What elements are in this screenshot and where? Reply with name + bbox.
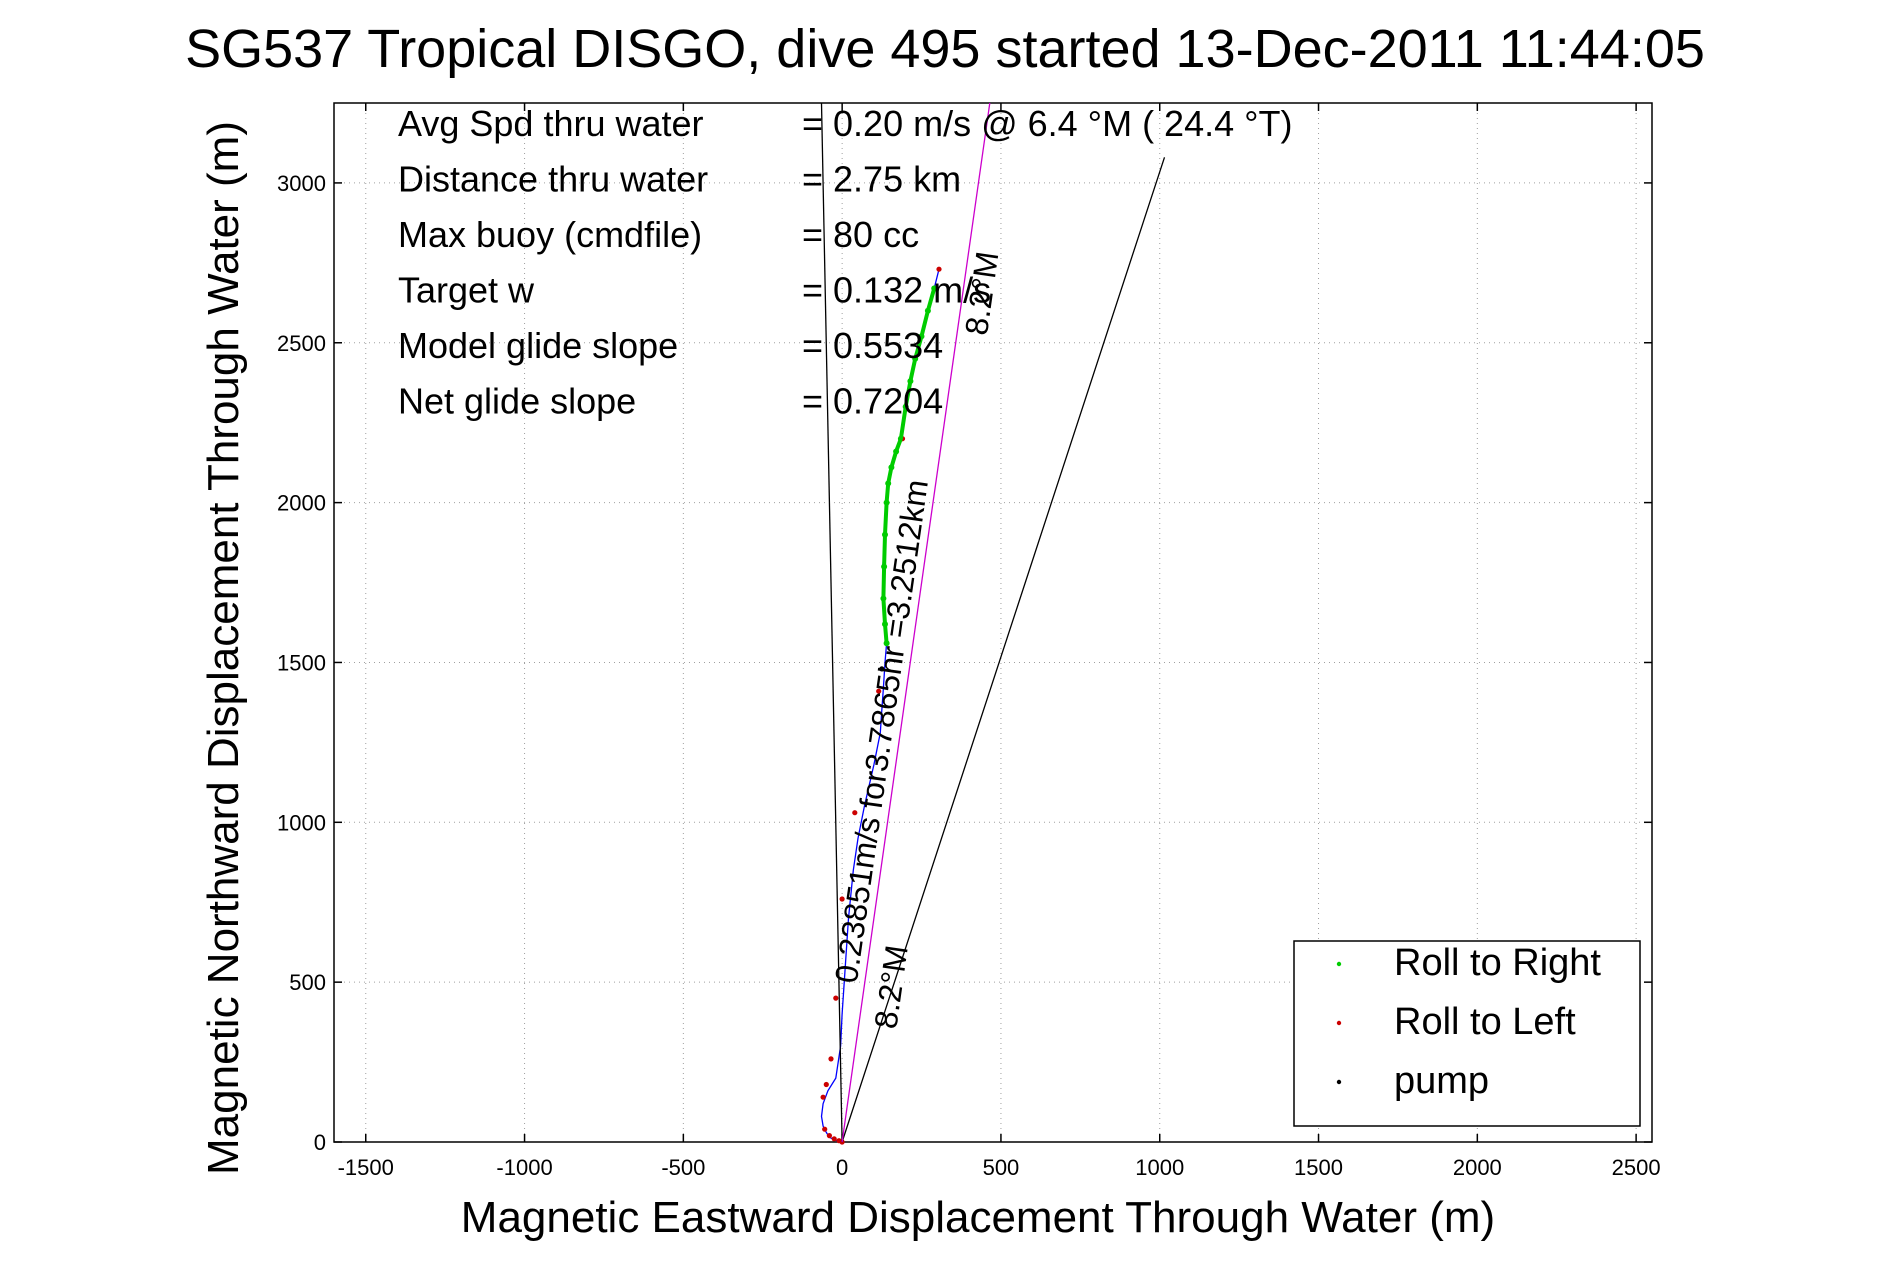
stat-label: Distance thru water xyxy=(398,159,708,200)
dive-stats: Avg Spd thru water = 0.20 m/s @ 6.4 °M ( … xyxy=(398,103,1293,422)
series xyxy=(820,102,1166,1145)
stat-label: Target w xyxy=(398,270,535,311)
net-course-line xyxy=(841,102,991,1143)
stat-label: Max buoy (cmdfile) xyxy=(398,214,702,255)
legend-label: Roll to Left xyxy=(1394,1001,1576,1043)
stat-label: Model glide slope xyxy=(398,325,678,366)
stat-label: Avg Spd thru water xyxy=(398,103,704,144)
x-tick-label: 2500 xyxy=(1612,1155,1661,1180)
legend-label: pump xyxy=(1394,1060,1489,1102)
stat-value: = 0.132 m/s xyxy=(802,270,991,311)
legend-marker xyxy=(1336,1079,1342,1085)
pump-point xyxy=(879,666,885,672)
x-tick-label: 0 xyxy=(836,1155,848,1180)
x-tick-label: 2000 xyxy=(1453,1155,1502,1180)
y-tick-label: 3000 xyxy=(277,171,326,196)
chart-title: SG537 Tropical DISGO, dive 495 started 1… xyxy=(185,19,1705,79)
roll-left-point xyxy=(823,1081,829,1088)
roll-right-segment xyxy=(881,287,937,644)
roll-left-point xyxy=(822,1126,828,1132)
y-tick-label: 2500 xyxy=(277,331,326,356)
stat-value: = 80 cc xyxy=(802,214,919,255)
x-tick-label: -500 xyxy=(661,1155,705,1180)
stat-value: = 0.20 m/s @ 6.4 °M ( 24.4 °T) xyxy=(802,103,1293,144)
roll-left-point xyxy=(852,810,858,816)
stat-value: = 0.5534 xyxy=(802,325,943,366)
y-tick-label: 500 xyxy=(289,970,326,995)
stat-value: = 0.7204 xyxy=(802,381,943,422)
x-tick-label: -1000 xyxy=(496,1155,552,1180)
roll-left-point xyxy=(839,896,845,902)
roll-left-point xyxy=(833,995,839,1001)
legend-label: Roll to Right xyxy=(1394,942,1601,984)
stat-label: Net glide slope xyxy=(398,381,636,422)
roll-left-point xyxy=(936,266,942,272)
x-tick-label: 500 xyxy=(983,1155,1020,1180)
y-axis: 0 500 1000 1500 2000 2500 3000 xyxy=(277,171,1652,1155)
roll-left-point xyxy=(876,688,882,694)
legend-marker xyxy=(1336,961,1342,967)
stat-value: = 2.75 km xyxy=(802,159,961,200)
heading-ray-line xyxy=(841,157,1166,1143)
y-tick-label: 0 xyxy=(314,1130,326,1155)
x-axis-label: Magnetic Eastward Displacement Through W… xyxy=(461,1193,1495,1242)
heading-ray-line xyxy=(820,102,843,1143)
roll-left-point xyxy=(831,1136,837,1142)
roll-left-point xyxy=(828,1056,834,1062)
legend-box xyxy=(1293,940,1641,1127)
y-tick-label: 2000 xyxy=(277,491,326,516)
roll-left-point xyxy=(826,1133,833,1139)
x-tick-label: -1500 xyxy=(338,1155,394,1180)
legend-marker xyxy=(1336,1020,1342,1026)
legend: Roll to Right Roll to Left pump xyxy=(1293,940,1641,1127)
y-tick-label: 1000 xyxy=(277,810,326,835)
y-tick-label: 1500 xyxy=(277,650,326,675)
roll-left-point xyxy=(836,1138,842,1144)
x-tick-label: 1500 xyxy=(1294,1155,1343,1180)
x-tick-label: 1000 xyxy=(1135,1155,1184,1180)
y-axis-label: Magnetic Northward Displacement Through … xyxy=(199,121,248,1175)
plot-frame xyxy=(333,102,1653,1143)
roll-left-point xyxy=(820,1094,826,1100)
